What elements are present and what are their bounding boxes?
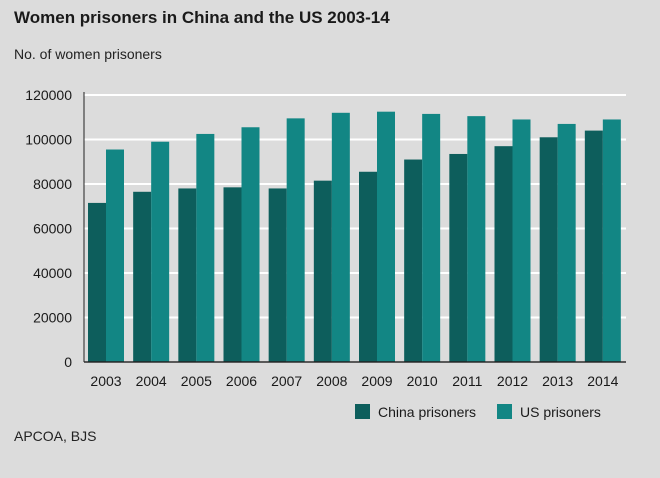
bar-us: [241, 127, 260, 362]
y-tick-label: 20000: [33, 310, 72, 326]
bar-china: [223, 187, 242, 362]
x-tick-label: 2013: [542, 373, 573, 389]
bar-china: [133, 191, 152, 362]
x-tick-label: 2004: [136, 373, 167, 389]
legend-label: China prisoners: [378, 404, 476, 420]
x-tick-label: 2005: [181, 373, 212, 389]
x-tick-label: 2010: [407, 373, 438, 389]
x-tick-label: 2006: [226, 373, 257, 389]
bar-us: [377, 111, 395, 362]
bar-us: [602, 119, 621, 362]
y-tick-label: 80000: [33, 176, 72, 192]
x-tick-label: 2014: [587, 373, 618, 389]
bar-china: [404, 159, 423, 362]
x-tick-label: 2007: [271, 373, 302, 389]
bar-us: [286, 118, 305, 362]
bar-us: [467, 116, 486, 362]
y-tick-label: 100000: [25, 132, 72, 148]
bar-us: [512, 119, 531, 362]
bar-china: [494, 146, 513, 362]
bar-china: [449, 153, 468, 362]
bar-china: [268, 188, 287, 362]
source-note: APCOA, BJS: [14, 428, 97, 444]
y-tick-label: 40000: [33, 265, 72, 281]
bar-us: [106, 149, 124, 362]
legend-swatch: [497, 404, 512, 419]
bar-china: [584, 130, 603, 362]
x-tick-label: 2012: [497, 373, 528, 389]
legend-label: US prisoners: [520, 404, 601, 420]
bar-us: [331, 112, 350, 362]
x-tick-label: 2003: [90, 373, 121, 389]
bar-china: [359, 171, 377, 362]
bar-us: [151, 141, 170, 362]
y-tick-label: 60000: [33, 221, 72, 237]
y-tick-label: 0: [64, 354, 72, 370]
bar-china: [178, 188, 197, 362]
bar-china: [88, 202, 106, 362]
bar-us: [557, 123, 576, 362]
x-tick-label: 2009: [361, 373, 392, 389]
bar-us: [422, 113, 441, 362]
legend-swatch: [355, 404, 370, 419]
x-tick-label: 2011: [452, 373, 482, 389]
y-tick-label: 120000: [25, 87, 72, 103]
chart-subtitle: No. of women prisoners: [14, 46, 162, 62]
bar-china: [539, 137, 558, 362]
bar-china: [313, 180, 332, 362]
bar-us: [196, 133, 215, 362]
chart-title: Women prisoners in China and the US 2003…: [14, 8, 390, 27]
x-tick-label: 2008: [316, 373, 347, 389]
